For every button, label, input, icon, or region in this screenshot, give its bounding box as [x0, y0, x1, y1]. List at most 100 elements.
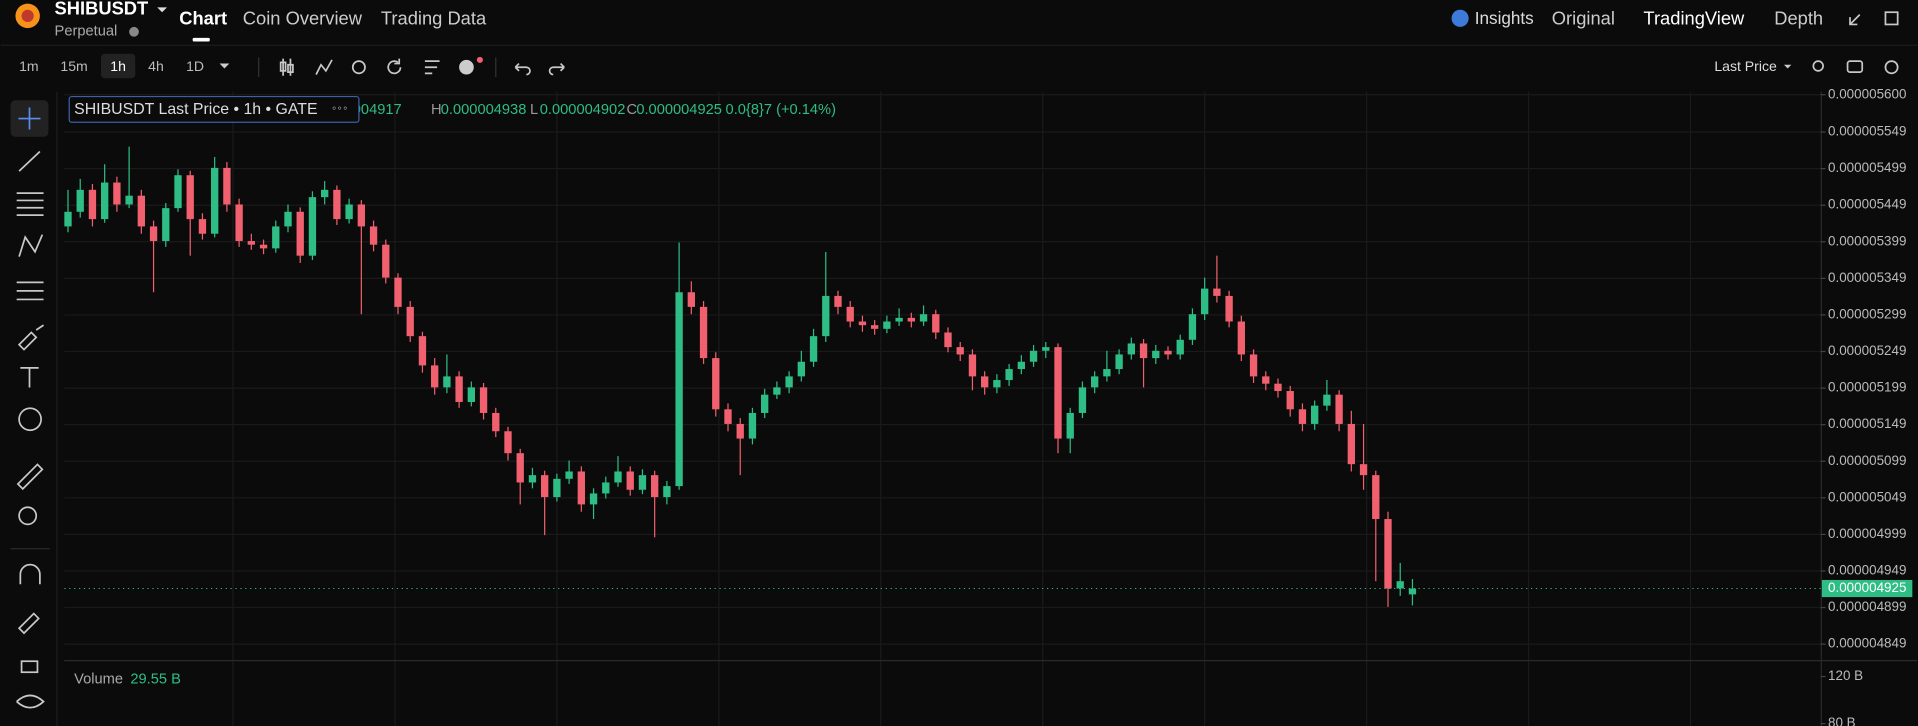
tab[interactable]: Chart	[179, 7, 227, 28]
view-option[interactable]: Depth	[1774, 7, 1823, 28]
collapse-icon[interactable]	[1849, 14, 1861, 26]
candle-body	[883, 321, 891, 329]
candle-body	[638, 475, 647, 490]
candle-body	[736, 423, 744, 439]
y-tick-label: 0.000005549	[1828, 124, 1906, 139]
candle-body	[455, 376, 463, 402]
volume-value: 29.55 B	[130, 671, 181, 687]
candle-body	[64, 211, 72, 227]
candle-body	[895, 317, 903, 322]
fib-tool[interactable]	[16, 192, 44, 216]
candle-body	[308, 197, 317, 256]
emoji-tool[interactable]	[18, 407, 42, 432]
candle-body	[235, 204, 243, 242]
camera-icon[interactable]	[1846, 60, 1864, 73]
info-icon[interactable]	[129, 26, 139, 37]
insights-link[interactable]: Insights	[1475, 9, 1534, 28]
candle-body	[1054, 347, 1062, 439]
candle-body	[1298, 409, 1307, 424]
tab[interactable]: Trading Data	[381, 7, 487, 28]
symbol-caret[interactable]	[157, 7, 167, 13]
volume-label: Volume	[74, 671, 123, 687]
candle-body	[699, 306, 708, 359]
alert-icon[interactable]	[351, 60, 366, 75]
candle-body	[1249, 354, 1258, 377]
candle-body	[211, 167, 219, 234]
candle-body	[321, 189, 329, 198]
y-tick-label: 0.000005199	[1828, 380, 1906, 395]
candle-body	[1164, 350, 1172, 355]
coin-icon-inner	[21, 9, 34, 22]
candle-body	[577, 471, 585, 505]
trendline-tool[interactable]	[18, 150, 41, 172]
lock-tool[interactable]	[20, 660, 39, 674]
projection-tool[interactable]	[16, 281, 44, 301]
pattern-tool[interactable]	[18, 234, 44, 257]
candle-body	[186, 175, 194, 220]
visibility-tool[interactable]	[16, 694, 45, 709]
candle-body	[1225, 295, 1233, 322]
template-icon[interactable]	[424, 60, 440, 75]
candle-type-icon[interactable]	[279, 58, 294, 76]
add-icon[interactable]	[459, 59, 474, 75]
candle-body	[1103, 369, 1111, 377]
undo-icon[interactable]	[514, 62, 531, 76]
y-tick-label: 0.000005600	[1828, 86, 1906, 101]
view-option[interactable]: TradingView	[1643, 7, 1745, 28]
view-option[interactable]: Original	[1552, 7, 1615, 28]
candle-body	[1029, 350, 1038, 362]
ohlc-value: 0.000004925	[636, 102, 722, 118]
interval[interactable]: 1m	[19, 58, 39, 74]
candle-body	[1042, 347, 1050, 351]
change-label: 0.0{8}7 (+0.14%)	[726, 102, 836, 118]
price-source[interactable]: Last Price	[1714, 58, 1777, 74]
last-price-tag	[1821, 579, 1913, 598]
fullscreen-icon[interactable]	[1884, 11, 1899, 26]
candle-body	[687, 292, 695, 307]
zoom-tool[interactable]	[18, 506, 38, 526]
symbol[interactable]: SHIBUSDT	[55, 0, 149, 19]
indicator-icon[interactable]	[315, 59, 333, 75]
search-icon[interactable]	[1812, 60, 1824, 72]
replay-icon[interactable]	[387, 58, 402, 75]
candle-body	[528, 475, 537, 483]
active-interval-bg	[101, 53, 136, 79]
crosshair-tool[interactable]	[18, 107, 41, 130]
candle-body	[1347, 423, 1355, 465]
text-tool[interactable]	[20, 367, 39, 388]
y-tick-label: 0.000005049	[1828, 489, 1906, 504]
magnet-tool[interactable]	[19, 563, 41, 585]
interval-dropdown[interactable]	[219, 63, 230, 69]
settings-icon[interactable]	[1884, 60, 1899, 75]
candle-body	[516, 453, 524, 483]
candle-body	[1311, 405, 1319, 424]
candle-body	[1286, 391, 1294, 410]
redo-icon[interactable]	[548, 62, 565, 76]
candle-body	[1005, 369, 1013, 381]
ruler-tool[interactable]	[16, 463, 44, 491]
candle-body	[944, 332, 952, 348]
candle-body	[1237, 321, 1245, 355]
candle-body	[907, 317, 915, 322]
price-source-caret[interactable]	[1784, 64, 1792, 69]
ohlc-key: C	[627, 102, 638, 118]
interval[interactable]: 4h	[148, 58, 164, 74]
legend-menu: ◦◦◦	[332, 101, 349, 115]
interval[interactable]: 1D	[186, 58, 204, 74]
candle-body	[614, 471, 622, 483]
candle-body	[589, 493, 598, 505]
candle-body	[834, 295, 842, 307]
insights-icon[interactable]	[1451, 9, 1469, 27]
candle-body	[296, 211, 304, 256]
legend-box	[68, 95, 360, 123]
chart-title: SHIBUSDT Last Price • 1h • GATE	[74, 101, 317, 118]
interval[interactable]: 1h	[110, 58, 126, 74]
candle-body	[1213, 288, 1221, 296]
candle-body	[858, 321, 867, 326]
lock-draw-tool[interactable]	[17, 612, 40, 635]
interval[interactable]: 15m	[60, 58, 87, 74]
brush-tool[interactable]	[17, 324, 45, 351]
tab[interactable]: Coin Overview	[243, 7, 363, 28]
candle-body	[137, 195, 145, 227]
ohlc-key: H	[431, 102, 442, 118]
